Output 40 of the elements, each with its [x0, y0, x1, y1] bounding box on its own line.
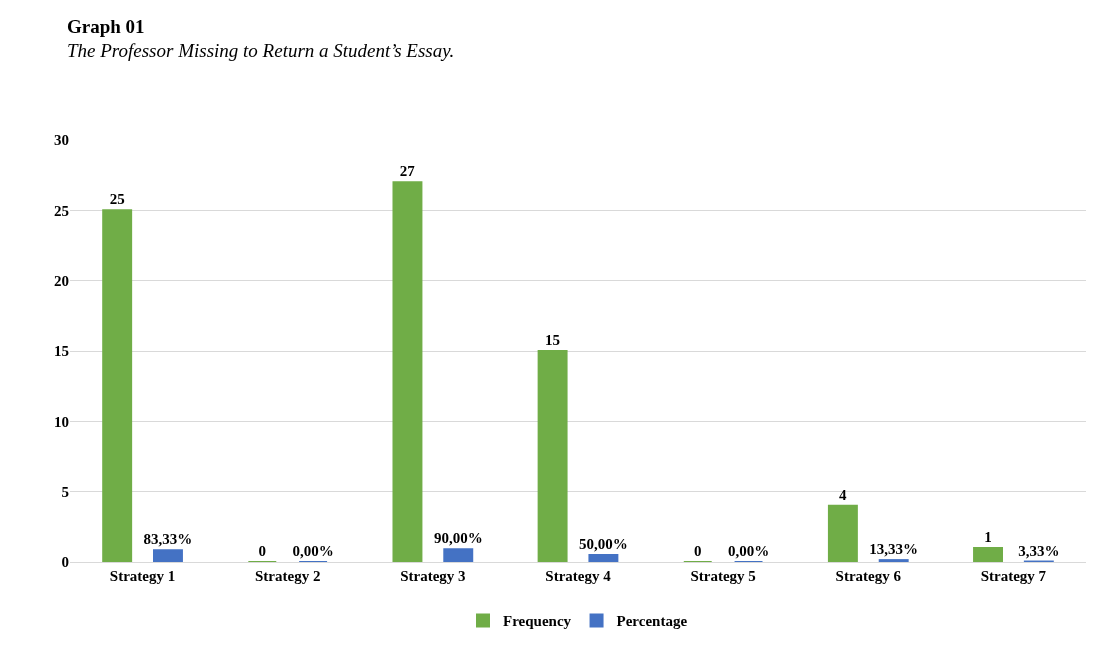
data-label: 15	[545, 332, 561, 348]
data-label: 83,33%	[143, 531, 193, 548]
x-tick-label: Strategy 1	[109, 568, 176, 584]
y-tick-label: 10	[54, 413, 69, 430]
bar	[973, 546, 1003, 562]
y-tick-label: 0	[61, 554, 69, 571]
bar	[392, 181, 423, 562]
data-label: 50,00%	[579, 535, 628, 552]
data-label: 0	[258, 543, 267, 559]
chart-subtitle: The Professor Missing to Return a Student’s Essay.	[66, 40, 455, 62]
x-tick-label: Strategy 5	[690, 568, 756, 584]
data-label: 4	[838, 486, 847, 503]
y-tick-label: 30	[54, 132, 69, 149]
chart-title: Graph 01	[66, 15, 145, 37]
x-tick-label: Strategy 3	[400, 568, 466, 584]
data-label: 27	[399, 163, 416, 180]
x-tick-label: Strategy 6	[835, 568, 902, 584]
legend-label: Percentage	[616, 613, 688, 630]
data-label: 13,33%	[869, 541, 919, 558]
legend-label: Frequency	[503, 613, 572, 630]
y-tick-label: 15	[54, 343, 69, 360]
x-tick-label: Strategy 2	[255, 568, 321, 584]
data-label: 25	[109, 191, 125, 208]
bar	[588, 553, 619, 562]
bar	[102, 209, 133, 562]
data-label: 90,00%	[433, 530, 483, 547]
bar	[153, 549, 183, 562]
x-tick-label: Strategy 4	[545, 568, 612, 584]
bar	[827, 504, 858, 562]
bar	[537, 350, 568, 562]
data-label: 3,33%	[1018, 542, 1060, 559]
data-label: 1	[984, 528, 992, 545]
data-label: 0	[693, 543, 702, 559]
y-tick-label: 20	[54, 272, 69, 289]
y-tick-label: 25	[54, 202, 69, 219]
data-label: 0,00%	[292, 543, 334, 559]
x-tick-label: Strategy 7	[980, 568, 1047, 584]
y-tick-label: 5	[61, 483, 69, 500]
bar	[443, 548, 474, 562]
data-label: 0,00%	[727, 543, 770, 559]
